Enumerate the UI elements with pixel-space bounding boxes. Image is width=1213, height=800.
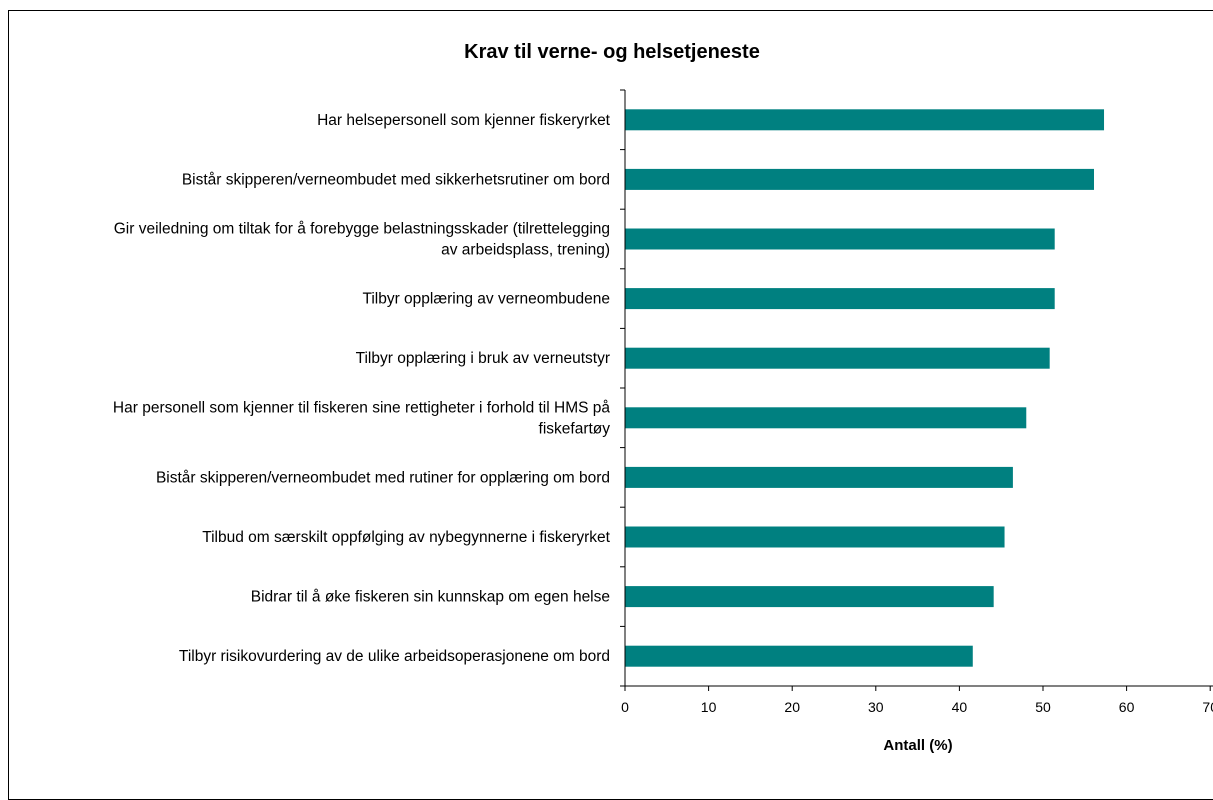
bar-10 [625,645,973,667]
x-axis-title: Antall (%) [883,737,952,754]
x-tick-label-20: 20 [784,699,800,715]
category-label-3-line-1: Gir veiledning om tiltak for å forebygge… [114,221,610,238]
x-tick-label-70: 70 [1202,699,1213,715]
category-label-1: Har helsepersonell som kjenner fiskeryrk… [317,112,611,129]
category-label-10: Tilbyr risikovurdering av de ulike arbei… [179,648,610,665]
category-label-6-line-2: fiskefartøy [539,420,611,437]
category-label-1-line-1: Har helsepersonell som kjenner fiskeryrk… [317,112,611,129]
category-label-8-line-1: Tilbud om særskilt oppfølging av nybegyn… [202,529,610,546]
y-ticks-group [620,89,625,687]
bar-7 [625,466,1013,488]
bar-5 [625,347,1050,369]
category-label-8: Tilbud om særskilt oppfølging av nybegyn… [202,529,610,546]
x-tick-label-0: 0 [621,699,629,715]
category-label-7: Bistår skipperen/verneombudet med rutine… [156,469,610,486]
category-label-3: Gir veiledning om tiltak for å forebygge… [114,221,610,259]
category-label-2: Bistår skipperen/verneombudet med sikker… [182,171,610,188]
category-label-5-line-1: Tilbyr opplæring i bruk av verneutstyr [356,350,610,367]
bar-1 [625,109,1105,131]
bar-9 [625,586,994,608]
category-label-9-line-1: Bidrar til å øke fiskeren sin kunnskap o… [251,589,610,606]
category-label-4: Tilbyr opplæring av verneombudene [362,291,610,308]
category-label-3-line-2: av arbeidsplass, trening) [441,242,610,259]
category-label-6: Har personell som kjenner til fiskeren s… [113,399,610,437]
x-tick-label-50: 50 [1035,699,1051,715]
chart-frame [8,10,1213,800]
x-ticks-group: 0 10 20 30 40 50 60 70 [621,686,1213,715]
x-tick-label-60: 60 [1119,699,1135,715]
category-label-10-line-1: Tilbyr risikovurdering av de ulike arbei… [179,648,610,665]
bars-group [625,109,1105,667]
category-label-7-line-1: Bistår skipperen/verneombudet med rutine… [156,469,610,486]
bar-4 [625,288,1055,310]
category-labels-group: Har helsepersonell som kjenner fiskeryrk… [113,112,611,665]
x-tick-label-30: 30 [868,699,884,715]
bar-8 [625,526,1005,548]
x-tick-label-10: 10 [701,699,717,715]
chart-title: Krav til verne- og helsetjeneste [464,41,760,63]
category-label-9: Bidrar til å øke fiskeren sin kunnskap o… [251,589,610,606]
category-label-2-line-1: Bistår skipperen/verneombudet med sikker… [182,171,610,188]
bar-6 [625,407,1027,429]
category-label-4-line-1: Tilbyr opplæring av verneombudene [362,291,610,308]
category-label-6-line-1: Har personell som kjenner til fiskeren s… [113,399,610,416]
x-tick-label-40: 40 [952,699,968,715]
bar-3 [625,228,1055,250]
category-label-5: Tilbyr opplæring i bruk av verneutstyr [356,350,610,367]
bar-2 [625,168,1094,190]
